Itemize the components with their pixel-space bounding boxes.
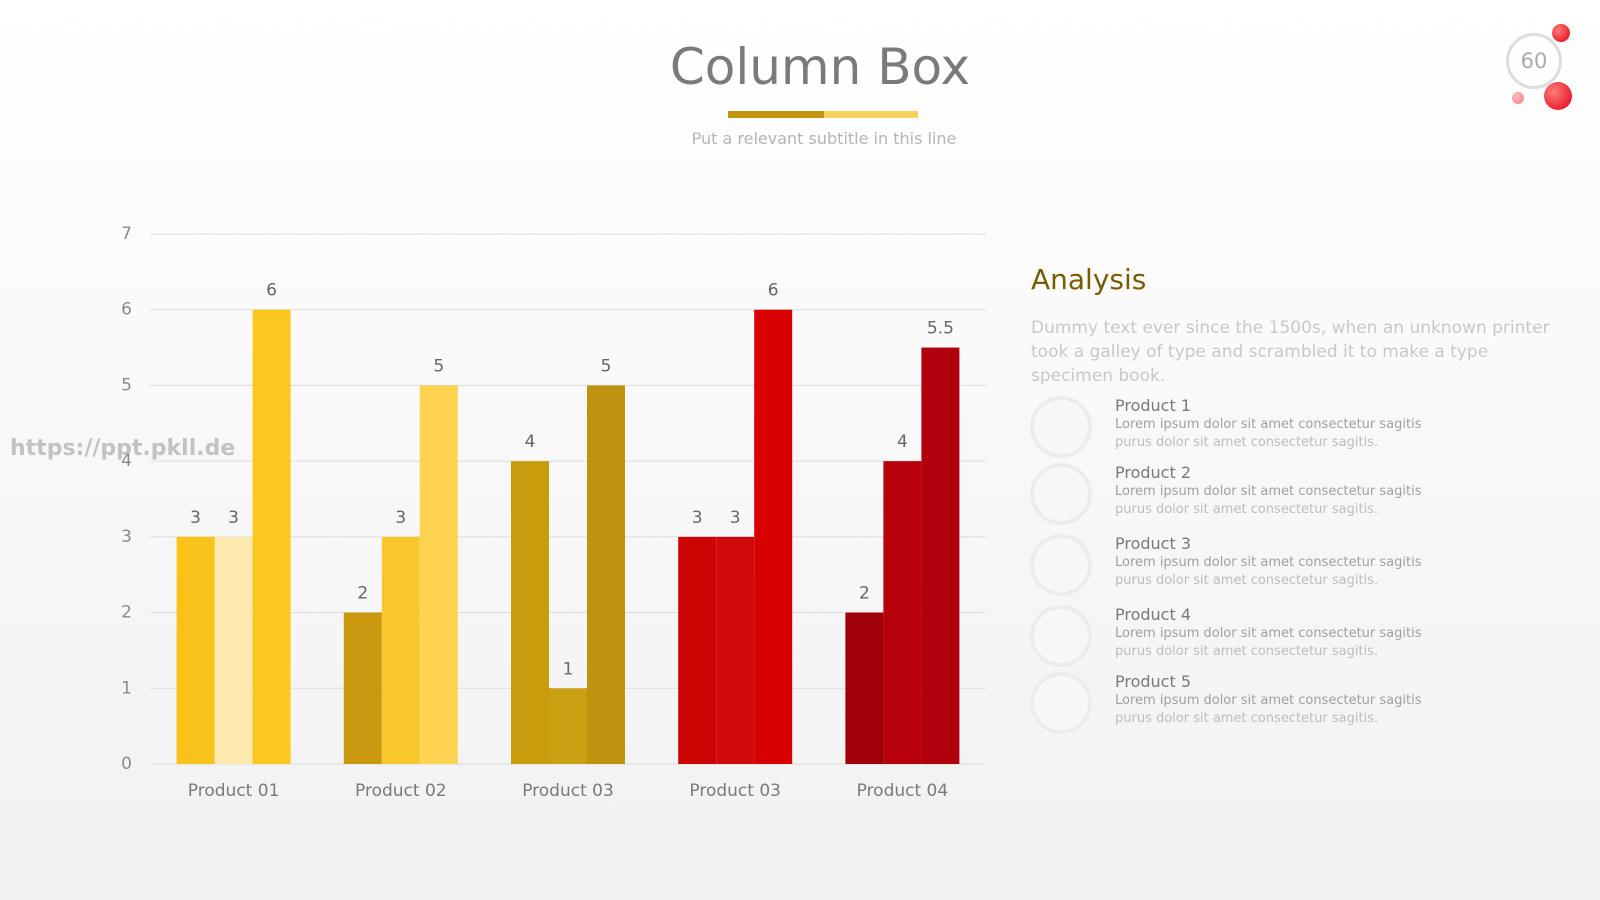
item-text: purus dolor sit amet consectetur sagitis… [1115, 573, 1379, 588]
bar [845, 612, 884, 764]
item: Product 4 Lorem ipsum dolor sit amet cons… [1030, 605, 1510, 669]
bar [381, 536, 420, 764]
title-underline [824, 111, 918, 118]
item-text: purus dolor sit amet consectetur sagitis… [1115, 502, 1379, 517]
y-tick-label: 5 [121, 375, 132, 395]
bar [511, 461, 549, 764]
item: Product 5 Lorem ipsum dolor sit amet cons… [1030, 672, 1510, 736]
title: Column Box [669, 38, 971, 96]
item-icon [1030, 672, 1092, 734]
bar [921, 347, 960, 764]
item-icon [1030, 463, 1092, 525]
y-tick-label: 1 [121, 678, 132, 698]
watermark: https://ppt.pkll.de [10, 436, 236, 461]
value-label: 5 [433, 356, 444, 376]
value-label: 3 [228, 508, 239, 528]
y-tick-label: 6 [121, 300, 132, 320]
value-label: 6 [266, 281, 277, 301]
decor-dot [1512, 92, 1524, 104]
item-text: Lorem ipsum dolor sit amet consectetur s… [1115, 417, 1422, 432]
item-text: Lorem ipsum dolor sit amet consectetur s… [1115, 484, 1422, 499]
bar [176, 536, 215, 764]
value-label: 3 [692, 508, 703, 528]
x-tick-label: Product 03 [522, 781, 614, 801]
y-tick-label: 7 [121, 224, 132, 244]
x-tick-label: Product 03 [689, 781, 781, 801]
value-label: 2 [859, 584, 870, 604]
item-icon [1030, 534, 1092, 596]
item-icon [1030, 605, 1092, 667]
bar [214, 536, 253, 764]
analysis-text: Dummy text ever since the 1500s, when an… [1031, 318, 1550, 386]
x-tick-label: Product 04 [857, 781, 949, 801]
item-text: Lorem ipsum dolor sit amet consectetur s… [1115, 555, 1422, 570]
decor-dot [1552, 24, 1570, 42]
bar [419, 385, 458, 764]
item: Product 2 Lorem ipsum dolor sit amet cons… [1030, 463, 1510, 527]
item-title: Product 4 [1115, 605, 1192, 624]
value-label: 4 [897, 432, 908, 452]
bar [549, 688, 587, 764]
y-tick-label: 2 [121, 603, 132, 623]
x-tick-label: Product 01 [188, 781, 280, 801]
x-tick-label: Product 02 [355, 781, 447, 801]
item-icon [1030, 396, 1092, 458]
item-text: Lorem ipsum dolor sit amet consectetur s… [1115, 626, 1422, 641]
y-tick-label: 4 [121, 451, 132, 471]
item-title: Product 1 [1115, 396, 1192, 415]
item-title: Product 2 [1115, 463, 1192, 482]
bar [716, 536, 755, 764]
value-label: 3 [190, 508, 201, 528]
value-label: 3 [395, 508, 406, 528]
item-text: Lorem ipsum dolor sit amet consectetur s… [1115, 693, 1422, 708]
title-underline [728, 111, 824, 118]
item-text: purus dolor sit amet consectetur sagitis… [1115, 711, 1379, 726]
bar [678, 536, 717, 764]
bar [252, 309, 291, 764]
value-label: 5.5 [927, 319, 954, 339]
subtitle: Put a relevant subtitle in this line [691, 129, 957, 148]
decor-dot [1544, 82, 1572, 110]
item: Product 3 Lorem ipsum dolor sit amet cons… [1030, 534, 1510, 598]
bar [343, 612, 382, 764]
value-label: 6 [768, 281, 779, 301]
analysis-title: Analysis [1031, 263, 1147, 296]
bar [587, 385, 625, 764]
chart: 0 1 2 3 4 5 6 7 Product 01 3 3 6 Product 02 2 3 5 Produc… [121, 224, 986, 801]
value-label: 3 [730, 508, 741, 528]
value-label: 5 [601, 356, 612, 376]
bar [754, 309, 793, 764]
y-tick-label: 0 [121, 754, 132, 774]
value-label: 4 [525, 432, 536, 452]
item-text: purus dolor sit amet consectetur sagitis… [1115, 644, 1379, 659]
page-number: 60 [1506, 33, 1562, 89]
value-label: 2 [357, 584, 368, 604]
item-title: Product 5 [1115, 672, 1192, 691]
item: Product 1 Lorem ipsum dolor sit amet cons… [1030, 396, 1510, 460]
bar [883, 461, 922, 764]
y-tick-label: 3 [121, 527, 132, 547]
item-title: Product 3 [1115, 534, 1192, 553]
value-label: 1 [563, 659, 574, 679]
item-text: purus dolor sit amet consectetur sagitis… [1115, 435, 1379, 450]
